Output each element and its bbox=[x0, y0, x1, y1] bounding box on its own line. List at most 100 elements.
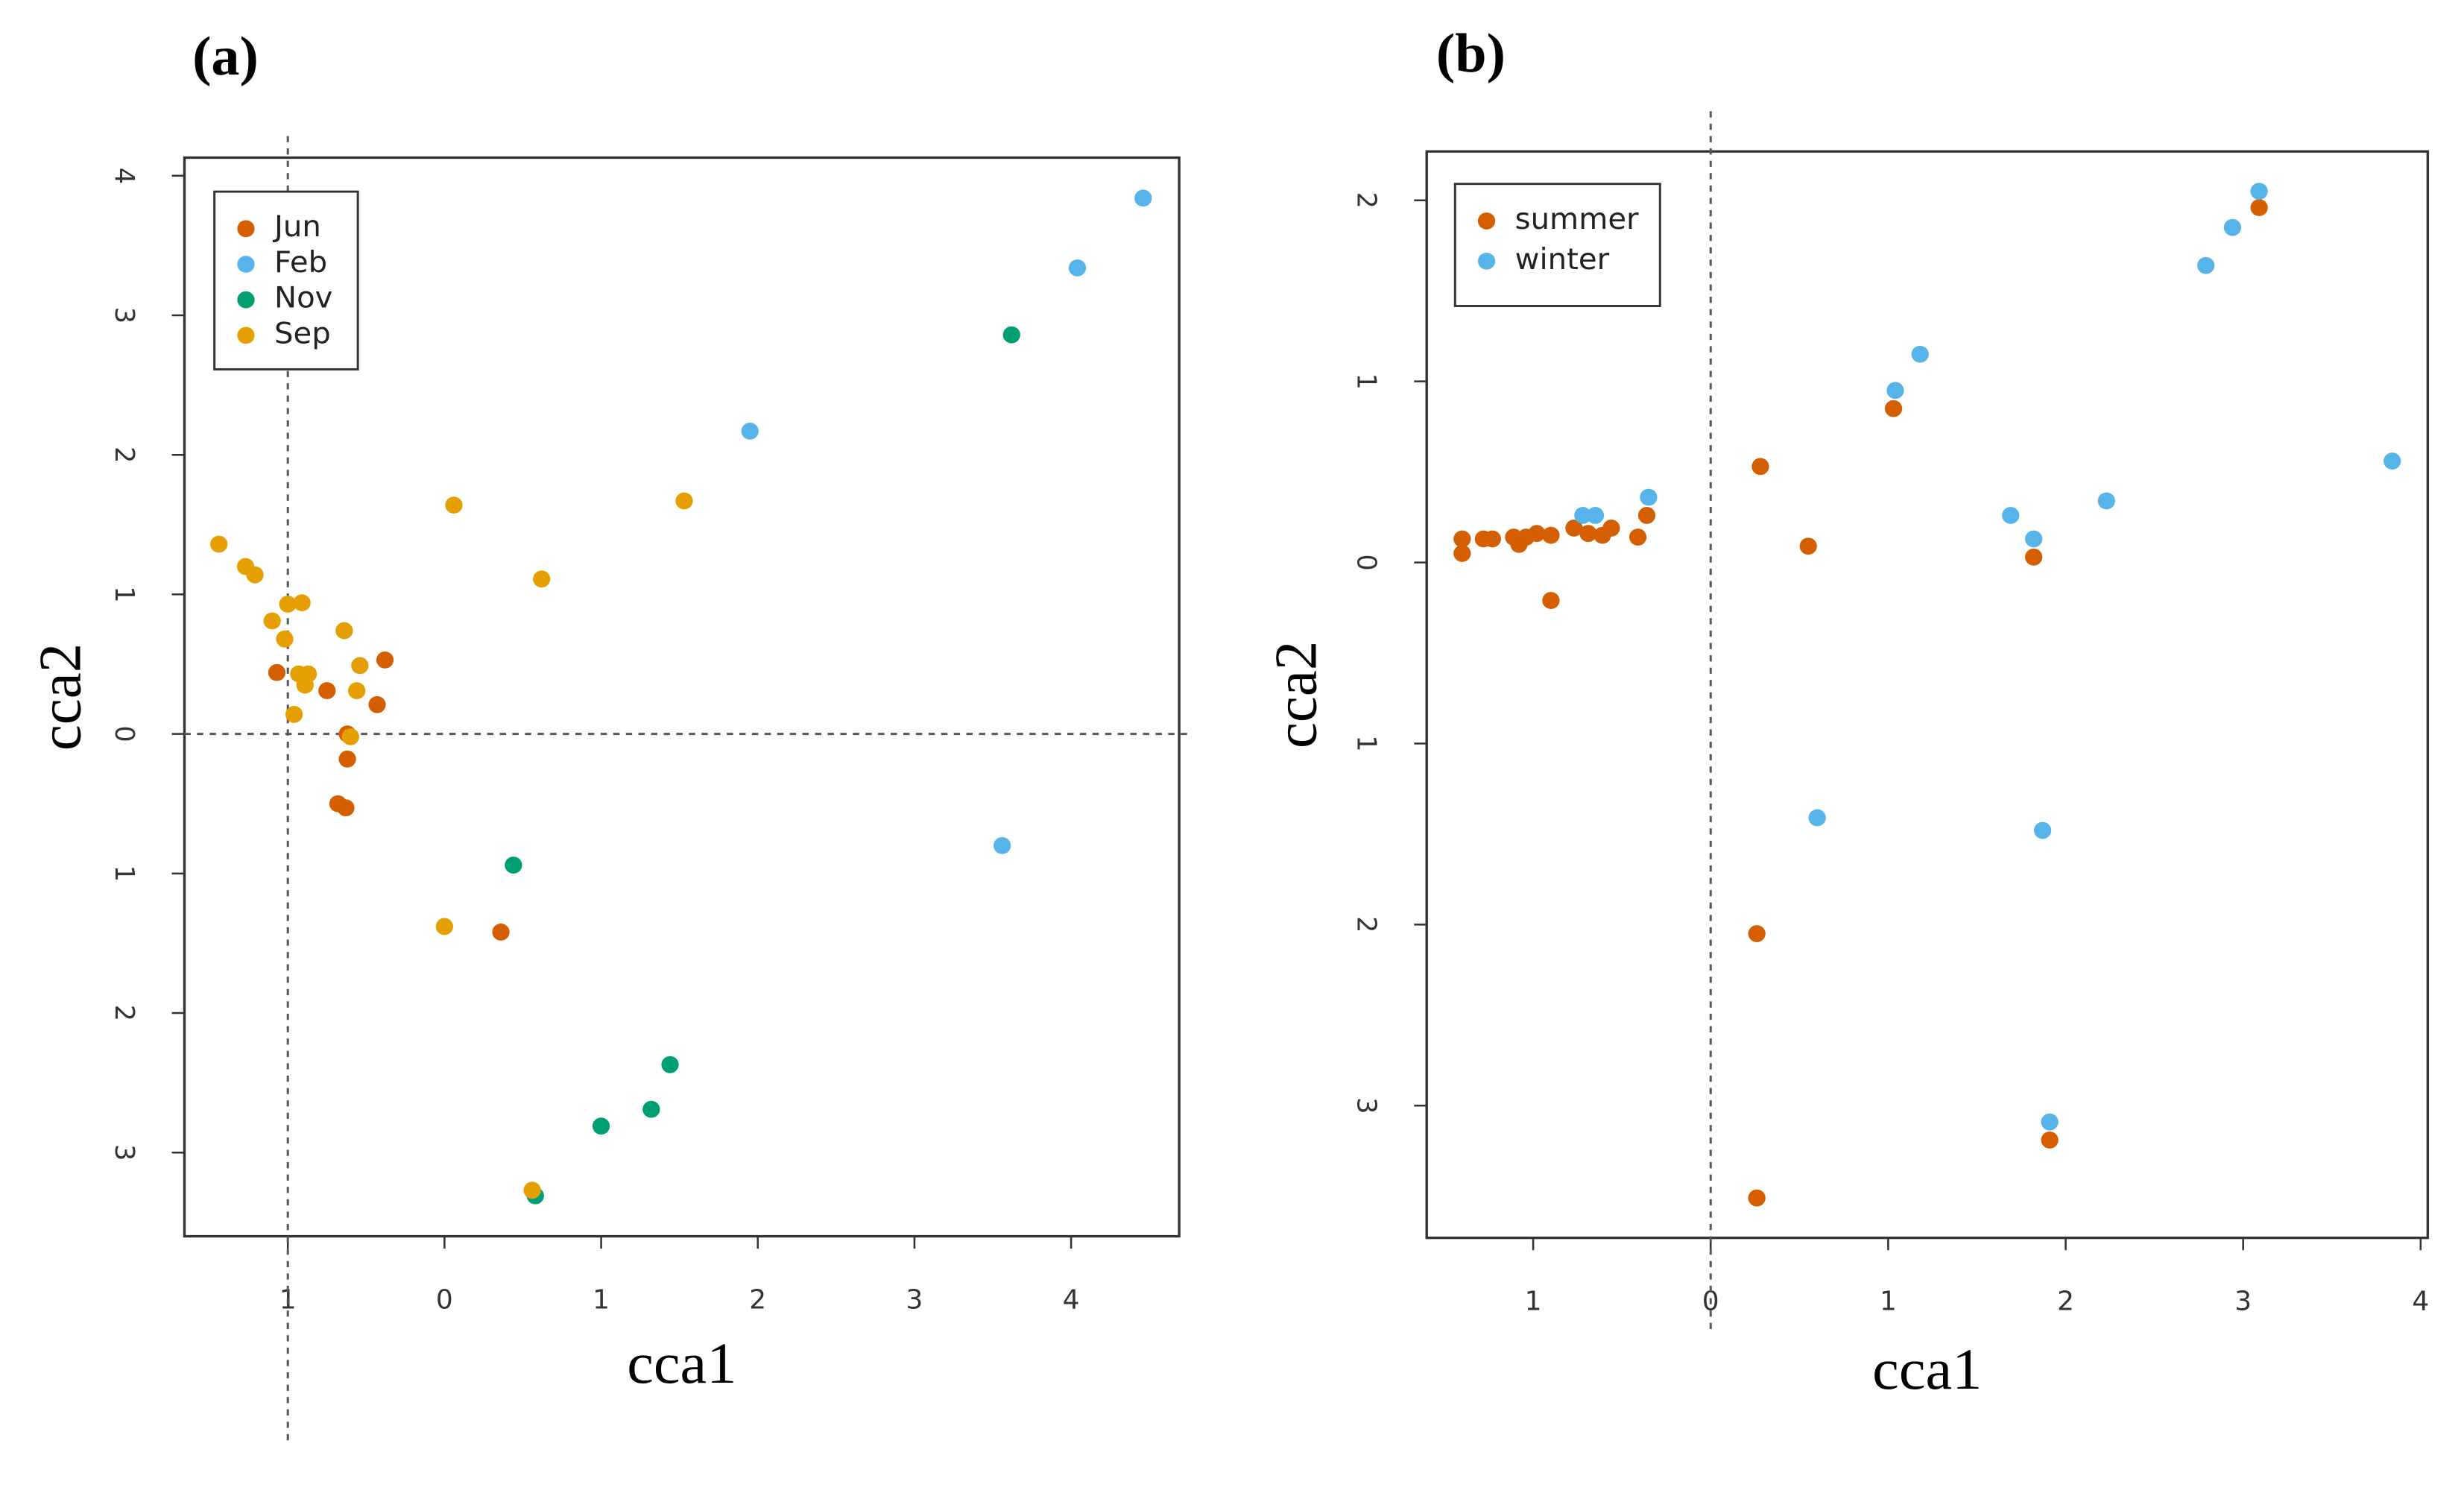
point bbox=[2002, 507, 2020, 524]
point bbox=[2041, 1113, 2059, 1131]
point bbox=[2250, 183, 2268, 201]
point bbox=[1068, 259, 1087, 277]
point bbox=[1748, 1189, 1766, 1207]
point bbox=[1884, 400, 1903, 417]
point bbox=[268, 663, 286, 681]
x-tick-label: 3 bbox=[906, 1285, 923, 1316]
point bbox=[376, 651, 394, 669]
point bbox=[2025, 548, 2043, 566]
point bbox=[445, 496, 463, 514]
legend-marker bbox=[1477, 212, 1496, 230]
point bbox=[2033, 821, 2052, 839]
x-tick-label: 0 bbox=[436, 1285, 453, 1316]
x-tick-label: 1 bbox=[1525, 1287, 1542, 1317]
point bbox=[1505, 528, 1523, 546]
legend-label: Jun bbox=[272, 210, 321, 244]
point bbox=[675, 492, 693, 510]
point bbox=[279, 596, 297, 613]
legend-label: Sep bbox=[274, 317, 331, 351]
legend-label: summer bbox=[1515, 202, 1640, 236]
point bbox=[1593, 526, 1611, 544]
plot-frame bbox=[183, 156, 1181, 1238]
point bbox=[338, 750, 356, 768]
y-tick-label: 1 bbox=[109, 865, 139, 882]
y-axis-label: cca2 bbox=[28, 643, 94, 751]
legend-marker bbox=[237, 291, 255, 309]
y-tick-label: 2 bbox=[1351, 192, 1382, 209]
point bbox=[1911, 345, 1929, 363]
point bbox=[1640, 488, 1658, 506]
plot-frame bbox=[1425, 150, 2430, 1240]
x-tick-label: 4 bbox=[1063, 1285, 1080, 1316]
legend-marker bbox=[237, 220, 255, 238]
panel: (a)10123432101234cca1cca2JunFebNovSep bbox=[28, 26, 1192, 1445]
x-axis-label: cca1 bbox=[627, 1331, 736, 1396]
legend-marker bbox=[237, 256, 255, 273]
point bbox=[1574, 507, 1592, 524]
point bbox=[246, 566, 264, 584]
legend-label: winter bbox=[1515, 242, 1610, 277]
point bbox=[335, 622, 353, 640]
y-tick-label: 3 bbox=[109, 1144, 139, 1161]
point bbox=[348, 682, 366, 699]
x-tick-label: 2 bbox=[749, 1285, 766, 1316]
y-tick-label: 1 bbox=[1351, 373, 1382, 389]
point bbox=[337, 799, 355, 817]
point bbox=[1542, 526, 1560, 544]
point bbox=[368, 695, 386, 713]
chart-title: (a) bbox=[192, 26, 259, 87]
point bbox=[2025, 530, 2043, 548]
point bbox=[1579, 525, 1597, 543]
x-tick-label: 1 bbox=[1880, 1287, 1897, 1317]
x-axis-label: cca1 bbox=[1872, 1337, 1982, 1402]
point bbox=[351, 657, 369, 675]
point bbox=[533, 570, 551, 588]
point bbox=[210, 535, 228, 553]
y-tick-label: 2 bbox=[1351, 916, 1382, 932]
point bbox=[1565, 520, 1583, 537]
point bbox=[994, 836, 1011, 854]
x-tick-label: 2 bbox=[2057, 1287, 2074, 1317]
point bbox=[492, 924, 510, 941]
legend-box bbox=[1453, 183, 1661, 307]
point bbox=[2250, 199, 2268, 216]
legend-label: Feb bbox=[274, 245, 327, 280]
y-tick-label: 2 bbox=[109, 446, 139, 463]
point bbox=[1808, 809, 1826, 827]
point bbox=[296, 676, 314, 694]
point bbox=[741, 422, 759, 440]
point bbox=[318, 682, 336, 699]
x-tick-label: 1 bbox=[593, 1285, 610, 1316]
point bbox=[1542, 592, 1560, 609]
point bbox=[1637, 507, 1656, 524]
panel: (b)101234321012cca1cca2summerwinter bbox=[1263, 23, 2429, 1402]
point bbox=[1886, 382, 1904, 400]
point bbox=[293, 594, 311, 612]
legend-marker bbox=[1477, 252, 1496, 270]
point bbox=[1453, 545, 1471, 562]
y-tick-label: 3 bbox=[109, 307, 139, 324]
y-axis-label: cca2 bbox=[1263, 641, 1330, 748]
y-tick-label: 4 bbox=[109, 168, 139, 184]
point bbox=[341, 728, 359, 745]
y-tick-label: 1 bbox=[1351, 735, 1382, 751]
point bbox=[1629, 528, 1647, 546]
point bbox=[1751, 458, 1769, 476]
chart-title: (b) bbox=[1436, 23, 1506, 84]
point bbox=[523, 1181, 541, 1199]
point bbox=[2041, 1132, 2059, 1149]
y-tick-label: 2 bbox=[109, 1005, 139, 1021]
point bbox=[661, 1055, 679, 1073]
point bbox=[1586, 507, 1605, 524]
point bbox=[285, 706, 303, 723]
legend-box bbox=[213, 190, 359, 370]
point bbox=[2223, 218, 2242, 236]
point bbox=[2384, 452, 2401, 470]
point bbox=[1134, 189, 1152, 207]
point bbox=[2097, 492, 2115, 510]
y-tick-label: 1 bbox=[109, 586, 139, 602]
point bbox=[1453, 530, 1471, 548]
y-tick-label: 0 bbox=[1351, 554, 1382, 570]
point bbox=[1748, 925, 1766, 942]
